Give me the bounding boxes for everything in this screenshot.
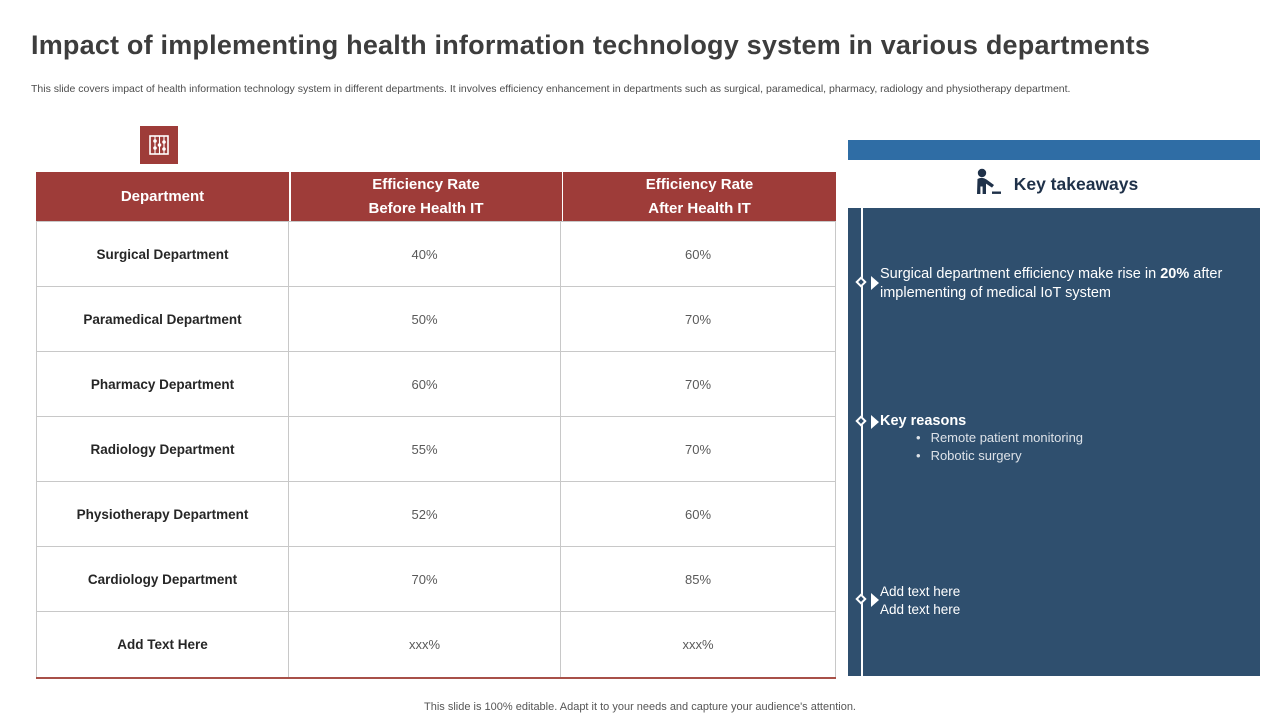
takeaway-item-1: Surgical department efficiency make rise… — [880, 266, 1223, 301]
table-row: Radiology Department 55% 70% — [36, 417, 836, 482]
panel-title: Key takeaways — [1013, 173, 1139, 194]
table-body: Surgical Department 40% 60% Paramedical … — [36, 221, 836, 679]
page-title: Impact of implementing health informatio… — [31, 30, 1151, 60]
cell-before: 60% — [289, 352, 561, 416]
takeaway-item-3: Add text here Add text here — [880, 583, 960, 619]
timeline-marker — [855, 415, 882, 430]
bullet-item: Robotic surgery — [880, 447, 1083, 465]
table-header-row: Department Efficiency Rate Before Health… — [36, 172, 836, 221]
table-row: Cardiology Department 70% 85% — [36, 547, 836, 612]
key-takeaways-panel: Key takeaways Surgical department effici… — [848, 140, 1260, 676]
table-row-placeholder: Add Text Here xxx% xxx% — [36, 612, 836, 677]
cell-after-placeholder: xxx% — [561, 612, 836, 677]
add-text-placeholder: Add text here — [880, 602, 961, 617]
cell-department: Pharmacy Department — [36, 352, 289, 416]
cell-after: 70% — [561, 417, 836, 481]
panel-header: Key takeaways — [848, 160, 1260, 208]
cell-before: 40% — [289, 222, 561, 286]
page-subtitle: This slide covers impact of health infor… — [31, 83, 1071, 95]
cell-before: 55% — [289, 417, 561, 481]
cell-after: 70% — [561, 287, 836, 351]
table-row: Surgical Department 40% 60% — [36, 222, 836, 287]
editable-note: This slide is 100% editable. Adapt it to… — [424, 701, 856, 713]
cell-after: 60% — [561, 482, 836, 546]
timeline-line — [861, 208, 863, 676]
add-text-placeholder: Add text here — [880, 584, 961, 599]
cell-department: Paramedical Department — [36, 287, 289, 351]
person-icon — [970, 168, 1002, 200]
header-department: Department — [36, 172, 289, 221]
header-before: Efficiency Rate Before Health IT — [290, 172, 562, 221]
cell-after: 60% — [561, 222, 836, 286]
timeline-marker — [855, 276, 882, 291]
abacus-glyph — [149, 135, 169, 155]
cell-department: Physiotherapy Department — [36, 482, 289, 546]
cell-department: Cardiology Department — [36, 547, 289, 611]
table-row: Pharmacy Department 60% 70% — [36, 352, 836, 417]
table-row: Paramedical Department 50% 70% — [36, 287, 836, 352]
panel-top-strip — [848, 140, 1260, 160]
header-after: Efficiency Rate After Health IT — [563, 172, 836, 221]
cell-before: 52% — [289, 482, 561, 546]
health-data-icon — [140, 126, 178, 164]
cell-after: 70% — [561, 352, 836, 416]
table-row: Physiotherapy Department 52% 60% — [36, 482, 836, 547]
cell-before: 50% — [289, 287, 561, 351]
bullet-item: Remote patient monitoring — [880, 429, 1083, 447]
key-reasons-heading: Key reasons — [880, 413, 967, 429]
panel-body: Surgical department efficiency make rise… — [848, 208, 1260, 676]
efficiency-table: Department Efficiency Rate Before Health… — [36, 172, 836, 679]
cell-department: Surgical Department — [36, 222, 289, 286]
cell-before-placeholder: xxx% — [289, 612, 561, 677]
cell-before: 70% — [289, 547, 561, 611]
cell-department: Radiology Department — [36, 417, 289, 481]
takeaway-item-2: Key reasons Remote patient monitoring Ro… — [880, 413, 1083, 465]
cell-department-placeholder: Add Text Here — [36, 612, 289, 677]
cell-after: 85% — [561, 547, 836, 611]
timeline-marker — [855, 593, 882, 608]
